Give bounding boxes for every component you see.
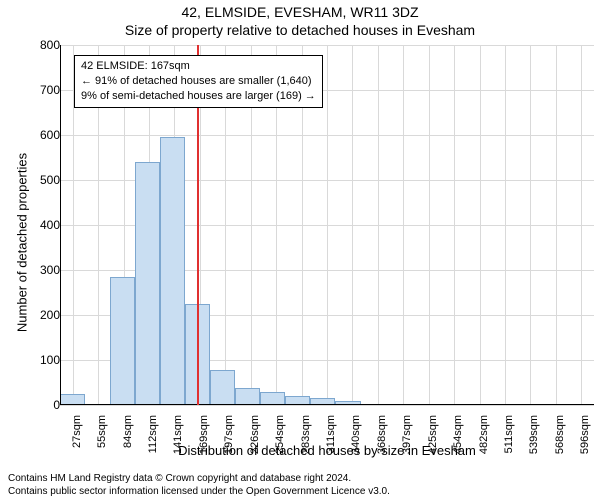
ytick-label: 400 <box>10 218 60 232</box>
xtick-label: 539sqm <box>528 415 540 475</box>
y-axis-line <box>60 45 61 405</box>
gridline-v <box>480 45 481 405</box>
histogram-bar <box>235 388 260 405</box>
histogram-bar <box>210 370 235 405</box>
annotation-box: 42 ELMSIDE: 167sqm← 91% of detached hous… <box>74 55 323 108</box>
gridline-v <box>581 45 582 405</box>
xtick-label: 197sqm <box>223 415 235 475</box>
histogram-bar <box>160 137 185 405</box>
ytick-label: 800 <box>10 38 60 52</box>
gridline-v <box>530 45 531 405</box>
gridline-v <box>429 45 430 405</box>
chart-container: 42, ELMSIDE, EVESHAM, WR11 3DZ Size of p… <box>0 0 600 500</box>
xtick-label: 283sqm <box>300 415 312 475</box>
xtick-label: 596sqm <box>579 415 591 475</box>
ytick-label: 500 <box>10 173 60 187</box>
x-axis-line <box>60 404 594 405</box>
xtick-label: 368sqm <box>376 415 388 475</box>
ytick-label: 200 <box>10 308 60 322</box>
ytick-label: 700 <box>10 83 60 97</box>
xtick-label: 397sqm <box>401 415 413 475</box>
title-sub: Size of property relative to detached ho… <box>0 22 600 38</box>
xtick-label: 254sqm <box>274 415 286 475</box>
gridline-v <box>352 45 353 405</box>
histogram-bar <box>110 277 135 405</box>
gridline-v <box>378 45 379 405</box>
xtick-label: 226sqm <box>249 415 261 475</box>
histogram-bar <box>135 162 160 405</box>
annotation-line: ← 91% of detached houses are smaller (1,… <box>81 74 316 89</box>
xtick-label: 84sqm <box>122 415 134 475</box>
footer-line2: Contains public sector information licen… <box>8 486 390 499</box>
xtick-label: 55sqm <box>96 415 108 475</box>
ytick-label: 600 <box>10 128 60 142</box>
xtick-label: 482sqm <box>478 415 490 475</box>
title-main: 42, ELMSIDE, EVESHAM, WR11 3DZ <box>0 4 600 20</box>
xtick-label: 425sqm <box>427 415 439 475</box>
footer: Contains HM Land Registry data © Crown c… <box>8 473 390 498</box>
plot-area: 42 ELMSIDE: 167sqm← 91% of detached hous… <box>60 45 594 405</box>
gridline-v <box>403 45 404 405</box>
y-axis-label: Number of detached properties <box>15 63 30 423</box>
histogram-bar <box>260 392 285 406</box>
gridline-v <box>327 45 328 405</box>
xtick-label: 511sqm <box>503 415 515 475</box>
xtick-label: 112sqm <box>147 415 159 475</box>
gridline-h <box>60 405 594 406</box>
annotation-line: 9% of semi-detached houses are larger (1… <box>81 89 316 104</box>
ytick-label: 300 <box>10 263 60 277</box>
ytick-label: 100 <box>10 353 60 367</box>
annotation-line: 42 ELMSIDE: 167sqm <box>81 59 316 74</box>
xtick-label: 27sqm <box>71 415 83 475</box>
gridline-v <box>556 45 557 405</box>
xtick-label: 169sqm <box>198 415 210 475</box>
xtick-label: 340sqm <box>350 415 362 475</box>
gridline-v <box>505 45 506 405</box>
xtick-label: 141sqm <box>172 415 184 475</box>
xtick-label: 454sqm <box>452 415 464 475</box>
xtick-label: 568sqm <box>554 415 566 475</box>
xtick-label: 311sqm <box>325 415 337 475</box>
gridline-v <box>454 45 455 405</box>
ytick-label: 0 <box>10 398 60 412</box>
